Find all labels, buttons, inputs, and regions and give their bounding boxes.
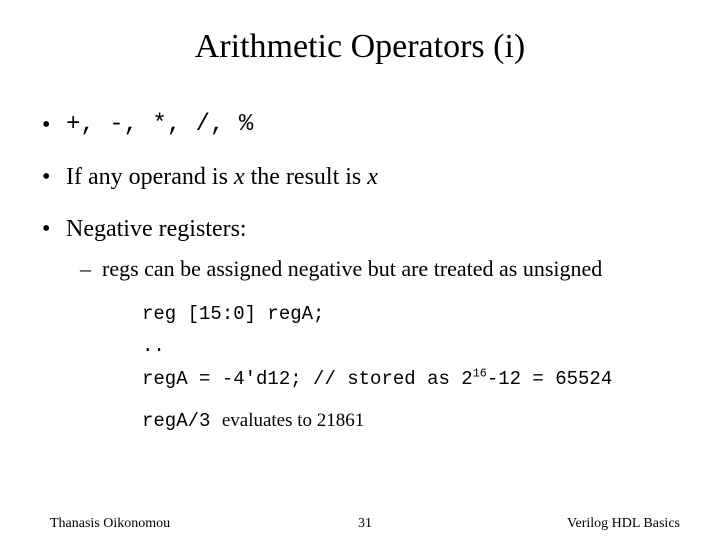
gap (302, 368, 313, 390)
footer-topic: Verilog HDL Basics (567, 516, 680, 532)
code-expr: regA/3 (142, 410, 210, 432)
eval-text: evaluates to 21861 (222, 410, 364, 431)
code-line-eval: regA/3 evaluates to 21861 (142, 405, 690, 437)
code-assign: regA = -4'd12; (142, 368, 302, 390)
bullet-dot: • (42, 162, 66, 192)
bullet-text: If any operand is x the result is x (66, 162, 690, 192)
sub-bullets: – regs can be assigned negative but are … (80, 256, 690, 437)
comment-sup: 16 (473, 366, 487, 380)
comment-post: -12 = 65524 (487, 368, 612, 390)
operand-x: x (234, 164, 245, 190)
bullet-dot: • (42, 110, 66, 140)
comment-pre: // stored as 2 (313, 368, 473, 390)
result-x: x (367, 164, 378, 190)
bullet-text: Negative registers: (66, 214, 690, 244)
bullet-negative-regs: • Negative registers: (42, 214, 690, 244)
dash-mark: – (80, 256, 102, 282)
text-fragment: If any operand is (66, 164, 234, 190)
slide-body: • +, -, *, /, % • If any operand is x th… (42, 110, 690, 437)
bullet-x-rule: • If any operand is x the result is x (42, 162, 690, 192)
bullet-operators: • +, -, *, /, % (42, 110, 690, 140)
gap (210, 410, 221, 432)
bullet-text: +, -, *, /, % (66, 110, 690, 140)
slide: Arithmetic Operators (i) • +, -, *, /, %… (0, 0, 720, 540)
sub-bullet-unsigned: – regs can be assigned negative but are … (80, 256, 690, 282)
slide-title: Arithmetic Operators (i) (0, 28, 720, 66)
code-line-decl: reg [15:0] regA; (142, 298, 690, 330)
sub-bullet-text: regs can be assigned negative but are tr… (102, 256, 690, 282)
text-fragment: the result is (245, 164, 368, 190)
code-line-assign: regA = -4'd12; // stored as 216-12 = 655… (142, 363, 690, 395)
code-block: reg [15:0] regA; .. regA = -4'd12; // st… (142, 298, 690, 437)
bullet-dot: • (42, 214, 66, 244)
code-line-dots: .. (142, 330, 690, 362)
